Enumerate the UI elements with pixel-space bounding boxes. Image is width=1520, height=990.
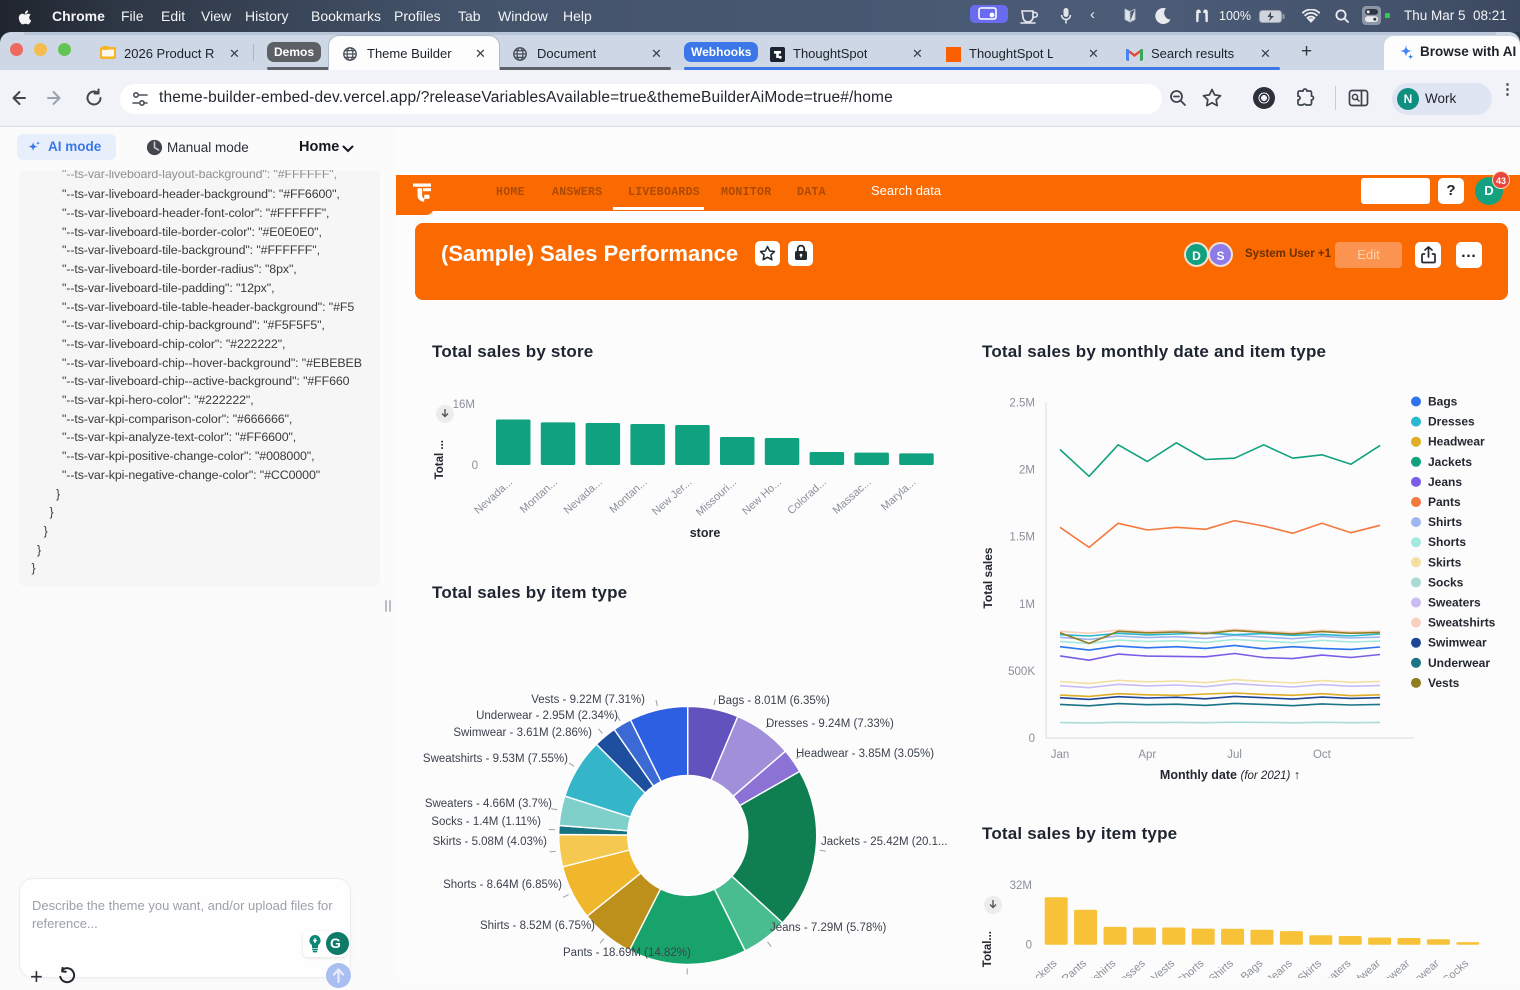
svg-text:Jackets: Jackets bbox=[1024, 957, 1060, 978]
svg-text:Nevada...: Nevada... bbox=[472, 476, 515, 516]
svg-text:Skirts: Skirts bbox=[1428, 555, 1462, 569]
svg-text:Jackets - 25.42M (20.1...: Jackets - 25.42M (20.1... bbox=[821, 836, 948, 848]
svg-text:Shirts: Shirts bbox=[1428, 515, 1462, 529]
svg-text:Socks: Socks bbox=[1428, 575, 1464, 589]
svg-text:store: store bbox=[690, 526, 721, 540]
svg-text:Colorad...: Colorad... bbox=[785, 476, 828, 517]
svg-text:Pants - 18.69M (14.82%): Pants - 18.69M (14.82%) bbox=[563, 947, 691, 959]
svg-text:Sweaters: Sweaters bbox=[1428, 596, 1481, 610]
svg-text:Sweatshirts - 9.53M (7.55%): Sweatshirts - 9.53M (7.55%) bbox=[423, 753, 568, 765]
svg-text:Swimwear: Swimwear bbox=[1428, 636, 1487, 650]
svg-text:Socks: Socks bbox=[1441, 957, 1472, 978]
svg-text:Total...: Total... bbox=[982, 931, 994, 967]
svg-text:Dresses - 9.24M (7.33%): Dresses - 9.24M (7.33%) bbox=[766, 718, 894, 730]
svg-text:Shorts: Shorts bbox=[1175, 957, 1207, 978]
svg-text:Skirts - 5.08M (4.03%): Skirts - 5.08M (4.03%) bbox=[433, 836, 548, 848]
svg-text:Underwear - 2.95M (2.34%): Underwear - 2.95M (2.34%) bbox=[476, 710, 618, 722]
svg-text:1M: 1M bbox=[1019, 599, 1035, 611]
svg-text:Monthly date (for 2021) ↑: Monthly date (for 2021) ↑ bbox=[1160, 768, 1300, 782]
svg-text:Headwear: Headwear bbox=[1428, 435, 1485, 449]
svg-text:Oct: Oct bbox=[1313, 749, 1332, 761]
svg-text:Underwear: Underwear bbox=[1428, 656, 1490, 670]
svg-text:Vests - 9.22M (7.31%): Vests - 9.22M (7.31%) bbox=[531, 694, 645, 706]
svg-text:0: 0 bbox=[1026, 940, 1032, 952]
svg-text:Headwear - 3.85M (3.05%): Headwear - 3.85M (3.05%) bbox=[796, 748, 934, 760]
svg-text:500K: 500K bbox=[1008, 666, 1035, 678]
svg-text:Missouri...: Missouri... bbox=[694, 476, 739, 518]
svg-text:Pants: Pants bbox=[1060, 957, 1089, 978]
svg-text:Shirts: Shirts bbox=[1207, 957, 1236, 978]
svg-text:Total sales: Total sales bbox=[981, 547, 995, 608]
svg-text:Nevada...: Nevada... bbox=[562, 476, 605, 516]
svg-text:Apr: Apr bbox=[1138, 749, 1156, 761]
svg-text:Shorts - 8.64M (6.85%): Shorts - 8.64M (6.85%) bbox=[443, 879, 562, 891]
svg-text:0: 0 bbox=[472, 460, 478, 472]
svg-text:Vests: Vests bbox=[1149, 957, 1177, 978]
svg-text:Shirts - 8.52M (6.75%): Shirts - 8.52M (6.75%) bbox=[480, 920, 595, 932]
svg-text:Montan...: Montan... bbox=[607, 476, 649, 516]
svg-text:Total ...: Total ... bbox=[434, 440, 446, 479]
svg-text:0: 0 bbox=[1029, 733, 1035, 745]
svg-text:Sweatshirts: Sweatshirts bbox=[1428, 616, 1496, 630]
svg-text:2.5M: 2.5M bbox=[1009, 398, 1035, 410]
svg-text:Pants: Pants bbox=[1428, 495, 1461, 509]
svg-text:Bags - 8.01M (6.35%): Bags - 8.01M (6.35%) bbox=[718, 695, 830, 707]
svg-text:Jul: Jul bbox=[1227, 749, 1242, 761]
svg-text:1.5M: 1.5M bbox=[1009, 532, 1035, 544]
svg-text:New Ho...: New Ho... bbox=[740, 476, 784, 517]
svg-text:Vests: Vests bbox=[1428, 676, 1460, 690]
svg-text:Socks - 1.4M (1.11%): Socks - 1.4M (1.11%) bbox=[431, 816, 541, 828]
svg-text:Swimwear - 3.61M (2.86%): Swimwear - 3.61M (2.86%) bbox=[453, 727, 592, 739]
svg-text:32M: 32M bbox=[1010, 880, 1032, 892]
svg-text:Bags: Bags bbox=[1428, 395, 1458, 409]
svg-text:Dresses: Dresses bbox=[1428, 415, 1475, 429]
svg-text:Sweaters - 4.66M (3.7%): Sweaters - 4.66M (3.7%) bbox=[425, 798, 552, 810]
svg-text:Jan: Jan bbox=[1051, 749, 1070, 761]
svg-text:2M: 2M bbox=[1019, 465, 1035, 477]
svg-text:Jackets: Jackets bbox=[1428, 455, 1472, 469]
svg-text:Jeans - 7.29M (5.78%): Jeans - 7.29M (5.78%) bbox=[770, 922, 887, 934]
svg-text:Massac...: Massac... bbox=[831, 476, 874, 516]
svg-text:New Jer...: New Jer... bbox=[650, 476, 694, 518]
svg-text:Jeans: Jeans bbox=[1428, 475, 1462, 489]
svg-text:Jeans: Jeans bbox=[1265, 957, 1295, 978]
svg-text:Skirts: Skirts bbox=[1296, 957, 1325, 978]
svg-text:Bags: Bags bbox=[1239, 957, 1266, 978]
svg-text:Maryla...: Maryla... bbox=[879, 476, 918, 513]
svg-text:16M: 16M bbox=[453, 399, 475, 411]
svg-text:Montan...: Montan... bbox=[518, 476, 560, 516]
svg-text:Shorts: Shorts bbox=[1428, 535, 1466, 549]
